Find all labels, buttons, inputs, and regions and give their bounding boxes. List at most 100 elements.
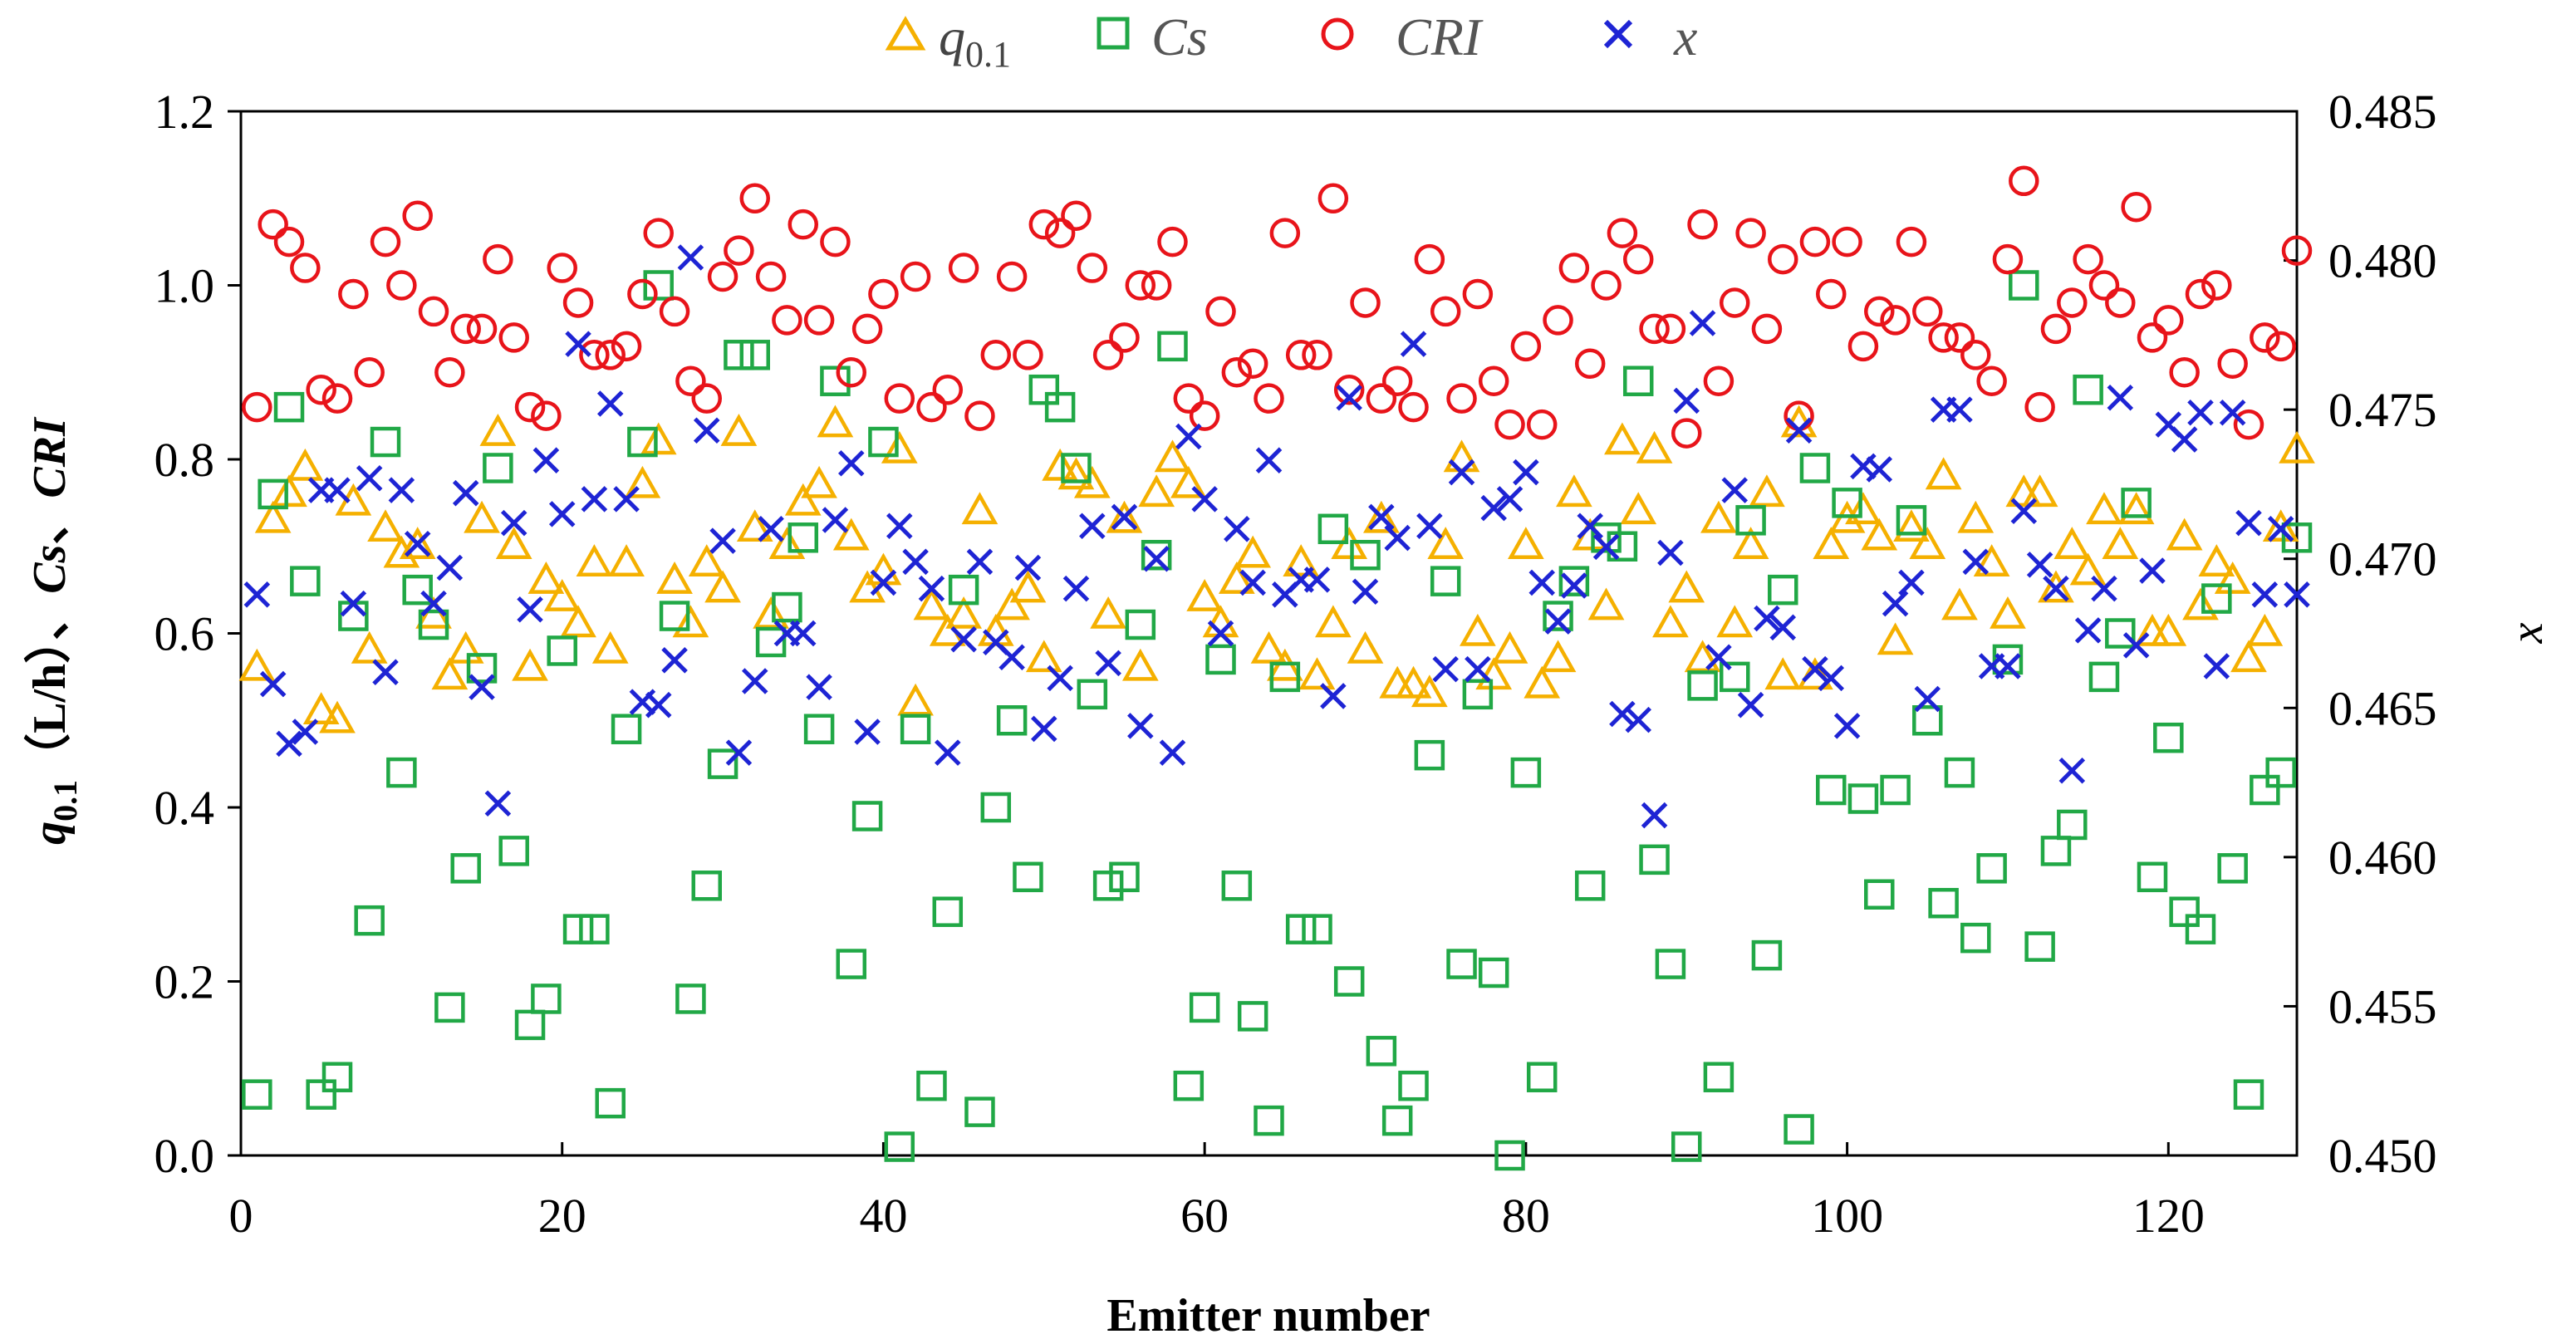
point-cri xyxy=(531,400,562,431)
point-q01 xyxy=(672,605,709,638)
point-q01 xyxy=(271,474,307,508)
point-x xyxy=(388,477,415,503)
x-tick-label: 80 xyxy=(1502,1189,1550,1243)
point-cri xyxy=(2217,348,2248,380)
point-x xyxy=(324,477,351,503)
point-cs xyxy=(1687,670,1718,701)
point-cri xyxy=(1639,313,1670,345)
point-cs xyxy=(1896,505,1927,536)
point-x xyxy=(1496,486,1524,513)
point-cri xyxy=(1302,340,1332,370)
point-x xyxy=(372,659,399,685)
point-cs xyxy=(2250,774,2280,806)
x-tick-label: 120 xyxy=(2132,1189,2205,1243)
point-q01 xyxy=(656,562,693,594)
point-x xyxy=(1528,569,1555,596)
point-q01 xyxy=(1427,527,1465,559)
point-cs xyxy=(1173,1070,1205,1101)
point-cri xyxy=(1768,243,1798,275)
point-x xyxy=(870,569,897,596)
point-x xyxy=(436,554,464,581)
point-x xyxy=(999,644,1025,670)
point-cri xyxy=(1350,287,1381,318)
point-cri xyxy=(1398,391,1429,423)
point-cs xyxy=(1751,939,1783,971)
point-x xyxy=(2026,552,2053,578)
point-q01 xyxy=(1250,630,1288,664)
point-cs xyxy=(1125,609,1156,640)
point-cri xyxy=(1013,340,1043,370)
point-q01 xyxy=(881,430,918,464)
point-x xyxy=(532,447,560,473)
point-q01 xyxy=(1813,527,1850,559)
point-q01 xyxy=(1539,640,1577,673)
point-q01 xyxy=(753,596,789,629)
point-q01 xyxy=(1138,474,1175,508)
point-x xyxy=(966,548,994,576)
point-cri xyxy=(1526,409,1558,440)
point-cs xyxy=(1254,1105,1284,1136)
point-q01 xyxy=(2102,527,2139,559)
point-q01 xyxy=(1604,422,1641,455)
point-x xyxy=(806,674,832,700)
point-x xyxy=(1416,513,1443,539)
point-cs xyxy=(707,748,738,779)
point-x xyxy=(935,739,961,766)
point-cs xyxy=(1735,505,1766,536)
point-cri xyxy=(996,261,1028,292)
left-y-tick-label: 1.0 xyxy=(155,259,215,313)
point-q01 xyxy=(2198,544,2235,576)
point-cs xyxy=(1028,374,1060,405)
point-cs xyxy=(547,635,577,666)
point-cs xyxy=(450,853,481,884)
point-cs xyxy=(2009,270,2039,301)
point-cs xyxy=(321,1062,353,1092)
point-cri xyxy=(354,357,385,388)
point-x xyxy=(1111,503,1138,531)
point-cri xyxy=(611,331,642,362)
point-cri xyxy=(1125,270,1156,301)
point-cs xyxy=(258,478,288,510)
point-cri xyxy=(2281,235,2313,266)
legend-label-q-subscript: 0.1 xyxy=(965,34,1011,75)
point-x xyxy=(1769,614,1797,641)
point-x xyxy=(1689,310,1716,336)
point-x xyxy=(2058,757,2086,784)
point-x xyxy=(1480,494,1507,522)
point-cs xyxy=(1719,661,1750,693)
point-cs xyxy=(418,609,449,640)
point-x xyxy=(789,620,817,647)
point-q01 xyxy=(640,422,677,455)
point-x xyxy=(484,790,512,817)
point-x xyxy=(1962,548,1990,576)
point-cri xyxy=(1077,253,1108,283)
point-cs xyxy=(1157,331,1188,362)
point-x xyxy=(1255,447,1283,473)
point-cri xyxy=(675,365,706,396)
left-y-axis-title: q0.1（L/h）、Cs、CRI xyxy=(23,416,84,845)
point-cs xyxy=(980,792,1012,823)
point-cri xyxy=(1478,365,1509,396)
point-q01 xyxy=(1700,500,1737,533)
point-x xyxy=(517,596,543,623)
point-x xyxy=(1384,524,1411,552)
point-x xyxy=(2267,516,2294,542)
point-cs xyxy=(739,340,770,370)
point-q01 xyxy=(1716,605,1754,638)
point-cs xyxy=(1221,871,1253,901)
point-q01 xyxy=(2117,492,2155,525)
point-cri xyxy=(290,253,321,283)
legend-label-x: x xyxy=(1673,7,1697,66)
point-cs xyxy=(2153,722,2184,753)
point-cs xyxy=(611,714,642,744)
point-x xyxy=(2251,581,2279,608)
point-x xyxy=(2235,509,2262,537)
point-cs xyxy=(1446,949,1477,979)
point-cs xyxy=(1189,992,1220,1023)
point-cri xyxy=(2250,322,2280,353)
point-q01 xyxy=(736,509,773,542)
point-q01 xyxy=(2230,640,2267,673)
point-cs xyxy=(1622,365,1654,396)
point-cs xyxy=(2088,661,2120,693)
